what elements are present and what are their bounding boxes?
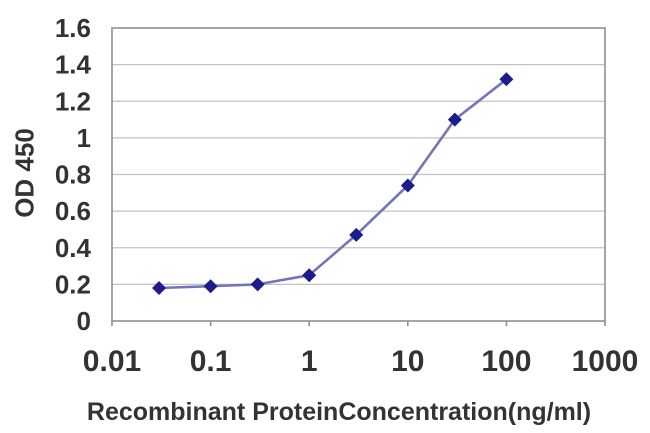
x-axis-title: Recombinant ProteinConcentration(ng/ml) [86,398,592,426]
data-point-marker [447,112,462,127]
x-tick-label: 10 [391,345,424,378]
plot-frame [111,27,606,322]
x-tick-label: 1000 [572,345,639,378]
y-tick-label: 1.2 [55,86,91,116]
y-tick-label: 0.8 [55,160,91,190]
y-tick-label: 1 [77,123,91,153]
x-tick-label: 0.1 [190,345,232,378]
data-point-marker [349,227,364,242]
data-point-marker [250,277,265,292]
x-tick-label: 0.01 [83,345,141,378]
y-tick-label: 1.4 [55,50,92,80]
data-point-marker [499,72,514,87]
y-axis-title: OD 450 [9,128,40,218]
data-point-marker [203,279,218,294]
data-point-marker [302,268,317,283]
x-tick-label: 100 [481,345,531,378]
data-point-marker [400,178,415,193]
y-tick-label: 0.6 [55,196,91,226]
y-tick-label: 1.6 [55,13,91,43]
y-tick-label: 0 [77,306,91,336]
y-tick-label: 0.4 [55,233,92,263]
x-tick-label: 1 [301,345,318,378]
y-tick-label: 0.2 [55,269,91,299]
data-point-marker [152,281,167,296]
series-line [158,78,508,290]
